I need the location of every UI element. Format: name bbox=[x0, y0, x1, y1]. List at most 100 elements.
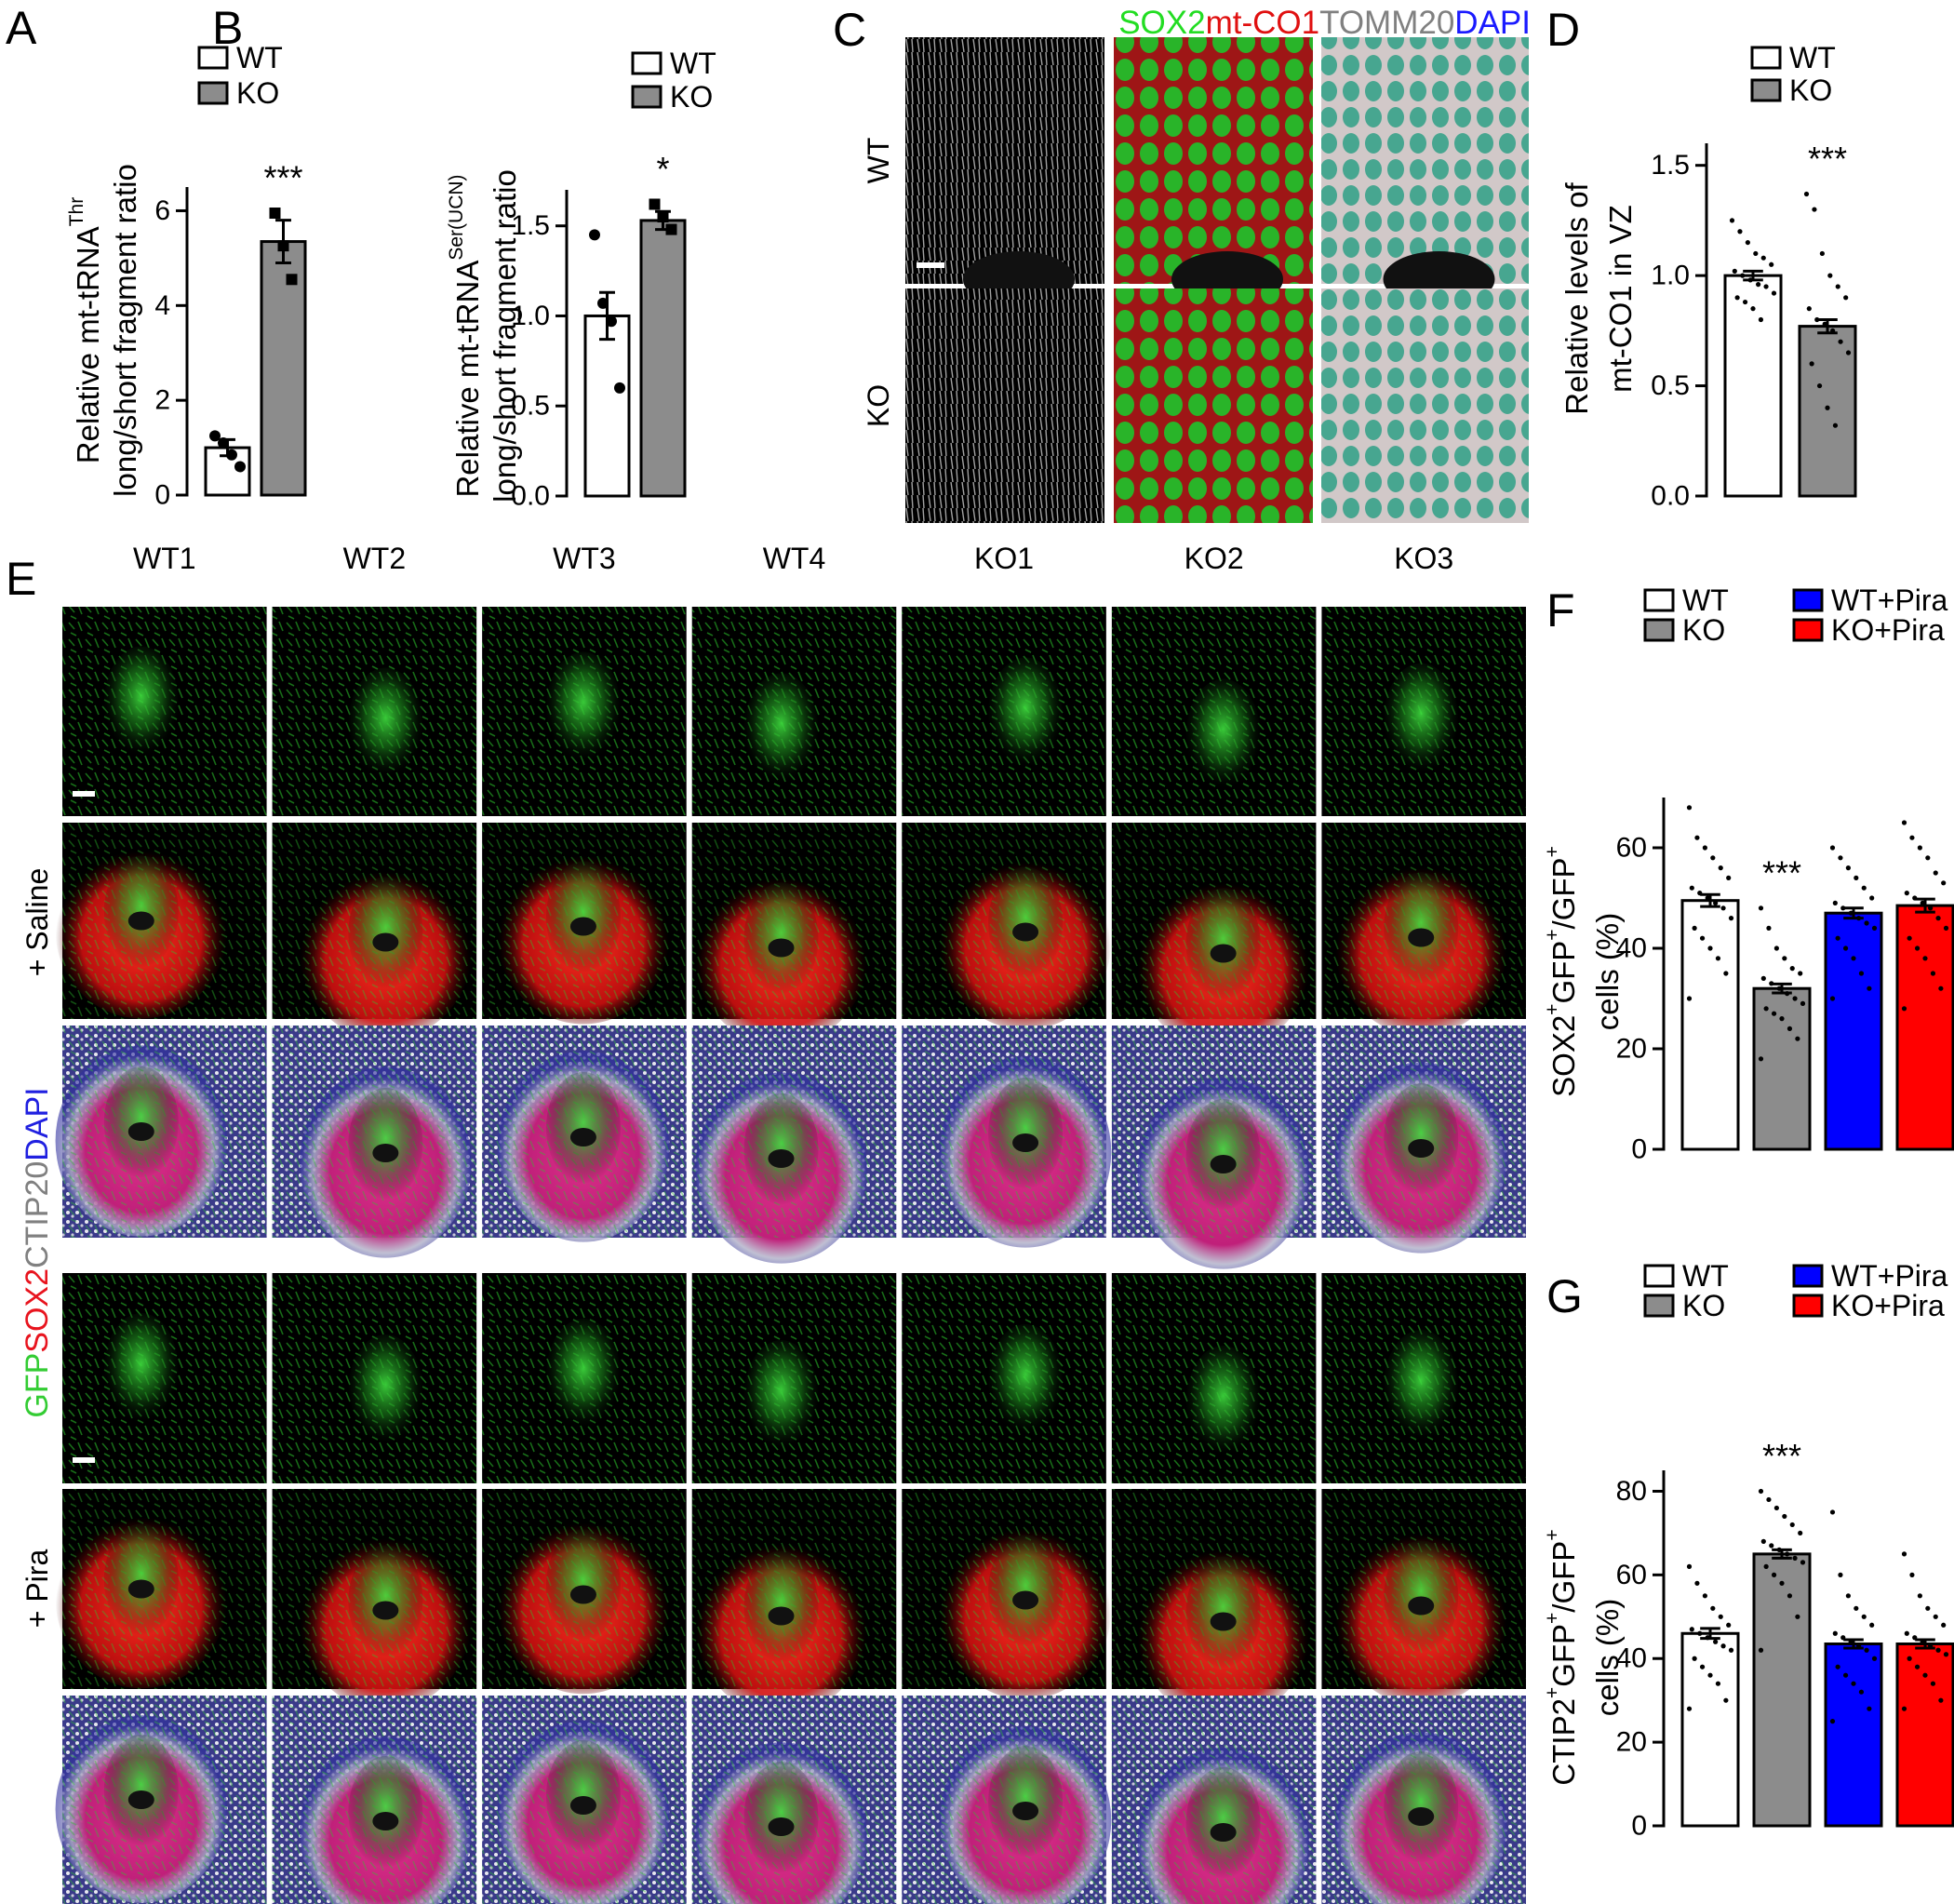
data-point bbox=[1686, 805, 1693, 811]
gfp-rosette bbox=[103, 646, 179, 758]
bar bbox=[260, 240, 307, 497]
lumen bbox=[127, 911, 154, 931]
y-axis-label: SOX2+GFP+/GFP+ bbox=[1542, 846, 1581, 1097]
superscript: Thr bbox=[66, 197, 87, 227]
legend-label: KO bbox=[236, 76, 279, 110]
legend-swatch bbox=[1792, 1294, 1824, 1318]
data-point bbox=[1760, 975, 1766, 981]
label-part: Relative mt-tRNA bbox=[450, 261, 485, 498]
data-point bbox=[1769, 981, 1774, 986]
bar bbox=[1680, 1631, 1740, 1828]
data-point bbox=[1782, 1513, 1787, 1520]
data-point bbox=[1792, 1555, 1798, 1561]
data-point bbox=[1785, 991, 1790, 997]
lumen bbox=[1210, 1612, 1237, 1631]
data-point bbox=[1760, 1538, 1766, 1544]
data-point bbox=[1686, 1706, 1693, 1711]
data-point bbox=[1871, 925, 1878, 932]
data-point bbox=[1943, 1652, 1949, 1657]
data-point bbox=[1867, 1706, 1872, 1711]
data-point bbox=[1773, 945, 1779, 951]
label-part: long/short fragment ratio bbox=[488, 169, 522, 503]
lumen bbox=[1012, 922, 1039, 942]
gfp-rosette bbox=[1384, 663, 1459, 775]
data-point bbox=[1705, 895, 1710, 901]
data-point bbox=[1861, 885, 1867, 891]
stain-name: SOX2 bbox=[20, 1268, 55, 1353]
gfp-rosette bbox=[743, 1340, 819, 1452]
lumen bbox=[569, 1585, 596, 1604]
y-tick-label: 40 bbox=[1616, 933, 1647, 964]
data-point bbox=[1707, 1672, 1713, 1678]
lumen bbox=[569, 917, 596, 936]
significance: * bbox=[656, 150, 669, 188]
legend-label: KO bbox=[670, 80, 713, 114]
data-point bbox=[1819, 250, 1825, 257]
data-point bbox=[1907, 935, 1912, 941]
scale-bar bbox=[917, 262, 944, 268]
stain-title: SOX2mt-CO1TOMM20DAPI bbox=[1118, 5, 1531, 41]
data-point bbox=[1713, 1639, 1719, 1644]
data-point bbox=[1689, 885, 1694, 891]
data-point bbox=[1922, 956, 1928, 961]
data-point bbox=[1909, 835, 1915, 840]
data-point bbox=[1851, 956, 1856, 961]
significance: *** bbox=[1762, 853, 1801, 892]
data-point bbox=[1858, 971, 1865, 976]
superscript: + bbox=[1542, 929, 1563, 940]
row-label: + Saline bbox=[20, 868, 54, 977]
data-point bbox=[1771, 1572, 1777, 1577]
stain-name: GFP bbox=[20, 1353, 55, 1418]
data-point bbox=[1935, 1647, 1941, 1653]
data-point bbox=[1753, 250, 1759, 257]
gfp-rosette bbox=[1185, 1346, 1261, 1457]
data-point bbox=[1763, 284, 1769, 289]
data-point bbox=[589, 229, 600, 241]
data-point bbox=[1867, 986, 1872, 991]
data-point bbox=[1760, 255, 1766, 261]
data-point bbox=[1745, 239, 1750, 246]
data-point bbox=[1856, 1643, 1862, 1649]
data-point bbox=[1928, 1643, 1934, 1649]
data-point bbox=[1829, 1719, 1836, 1724]
gfp-rosette bbox=[988, 1324, 1064, 1436]
significance: *** bbox=[1808, 140, 1847, 178]
data-point bbox=[1840, 1635, 1846, 1641]
scale-bar bbox=[73, 1457, 95, 1463]
data-point bbox=[1800, 1000, 1806, 1006]
data-point bbox=[1694, 1580, 1700, 1586]
data-point bbox=[1766, 925, 1772, 932]
data-point bbox=[1787, 1026, 1793, 1031]
data-point bbox=[1769, 261, 1774, 267]
data-point bbox=[1697, 891, 1703, 896]
data-point bbox=[1758, 905, 1764, 911]
lumen bbox=[569, 1796, 596, 1815]
data-point bbox=[1835, 1664, 1840, 1669]
data-point bbox=[1758, 1056, 1764, 1062]
data-point bbox=[1912, 895, 1918, 901]
lumen bbox=[1012, 1133, 1039, 1152]
data-point bbox=[1917, 845, 1922, 851]
data-point bbox=[1809, 361, 1814, 367]
micrograph-texture bbox=[905, 288, 1104, 523]
data-point bbox=[1938, 1697, 1944, 1703]
data-point bbox=[1840, 905, 1846, 911]
data-point bbox=[1758, 1647, 1764, 1653]
data-point bbox=[1718, 1614, 1723, 1619]
data-point bbox=[657, 211, 669, 223]
superscript: + bbox=[1542, 1004, 1563, 1015]
lumen bbox=[127, 1790, 154, 1809]
row-label: WT bbox=[862, 138, 895, 184]
micrograph-texture bbox=[905, 37, 1104, 284]
data-point bbox=[1920, 1639, 1925, 1644]
gfp-rosette bbox=[545, 1319, 621, 1430]
data-point bbox=[606, 315, 617, 328]
legend-swatch bbox=[631, 51, 662, 75]
data-point bbox=[1798, 971, 1803, 976]
bar bbox=[583, 314, 631, 498]
data-point bbox=[1728, 916, 1734, 921]
data-point bbox=[1795, 1036, 1800, 1041]
data-point bbox=[1851, 1681, 1856, 1686]
data-point bbox=[1869, 1622, 1875, 1628]
y-axis-label: mt-CO1 in VZ bbox=[1603, 205, 1638, 393]
